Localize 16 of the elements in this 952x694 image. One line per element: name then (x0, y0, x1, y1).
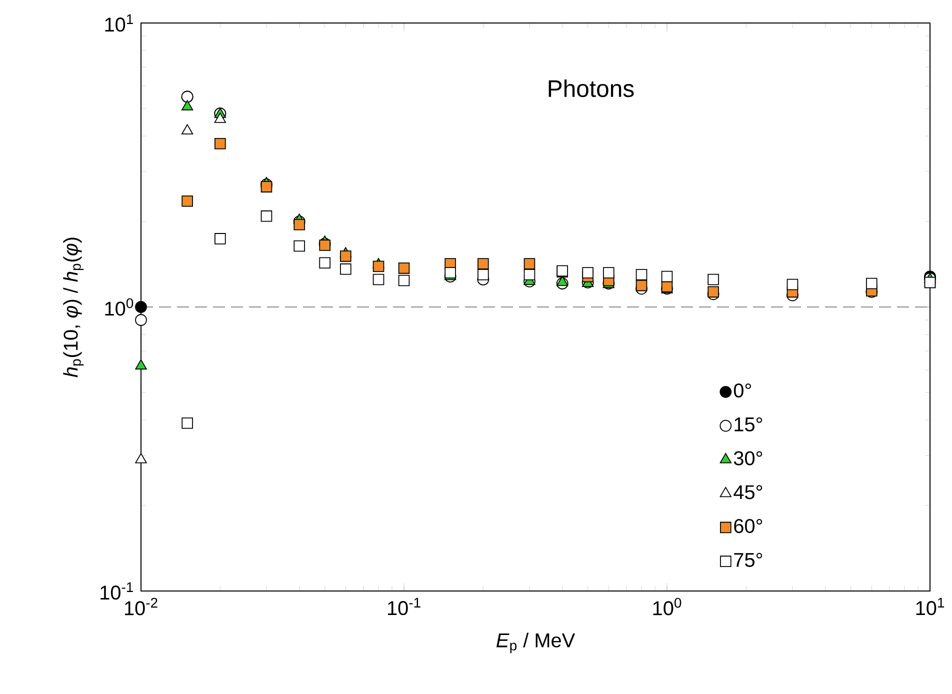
x-tick-label: 10$^{-1}$ (388, 598, 420, 616)
legend-label: 15° (734, 417, 762, 432)
y-tick-label: 10$^{1}$ (105, 14, 133, 32)
y-tick-label: 10$^{0}$ (105, 298, 134, 316)
text: Photons (548, 80, 634, 98)
text: h$_{p}$(10, φ) / h$_{p}$(φ) (63, 238, 84, 378)
x-tick-label: 10$^{1}$ (916, 598, 944, 616)
legend-label: 45° (734, 485, 762, 500)
x-tick-label: 10$^{0}$ (653, 598, 682, 616)
y-tick-label: 10$^{-1}$ (100, 582, 133, 600)
legend-label: 60° (734, 519, 762, 534)
x-axis-title: E$_{p}$ / MeV (496, 632, 576, 654)
x-tick-label: 10$^{-2}$ (124, 598, 158, 616)
legend-label: 30° (734, 451, 762, 466)
legend-label: 75° (734, 552, 762, 567)
legend-label: 0° (734, 383, 751, 398)
